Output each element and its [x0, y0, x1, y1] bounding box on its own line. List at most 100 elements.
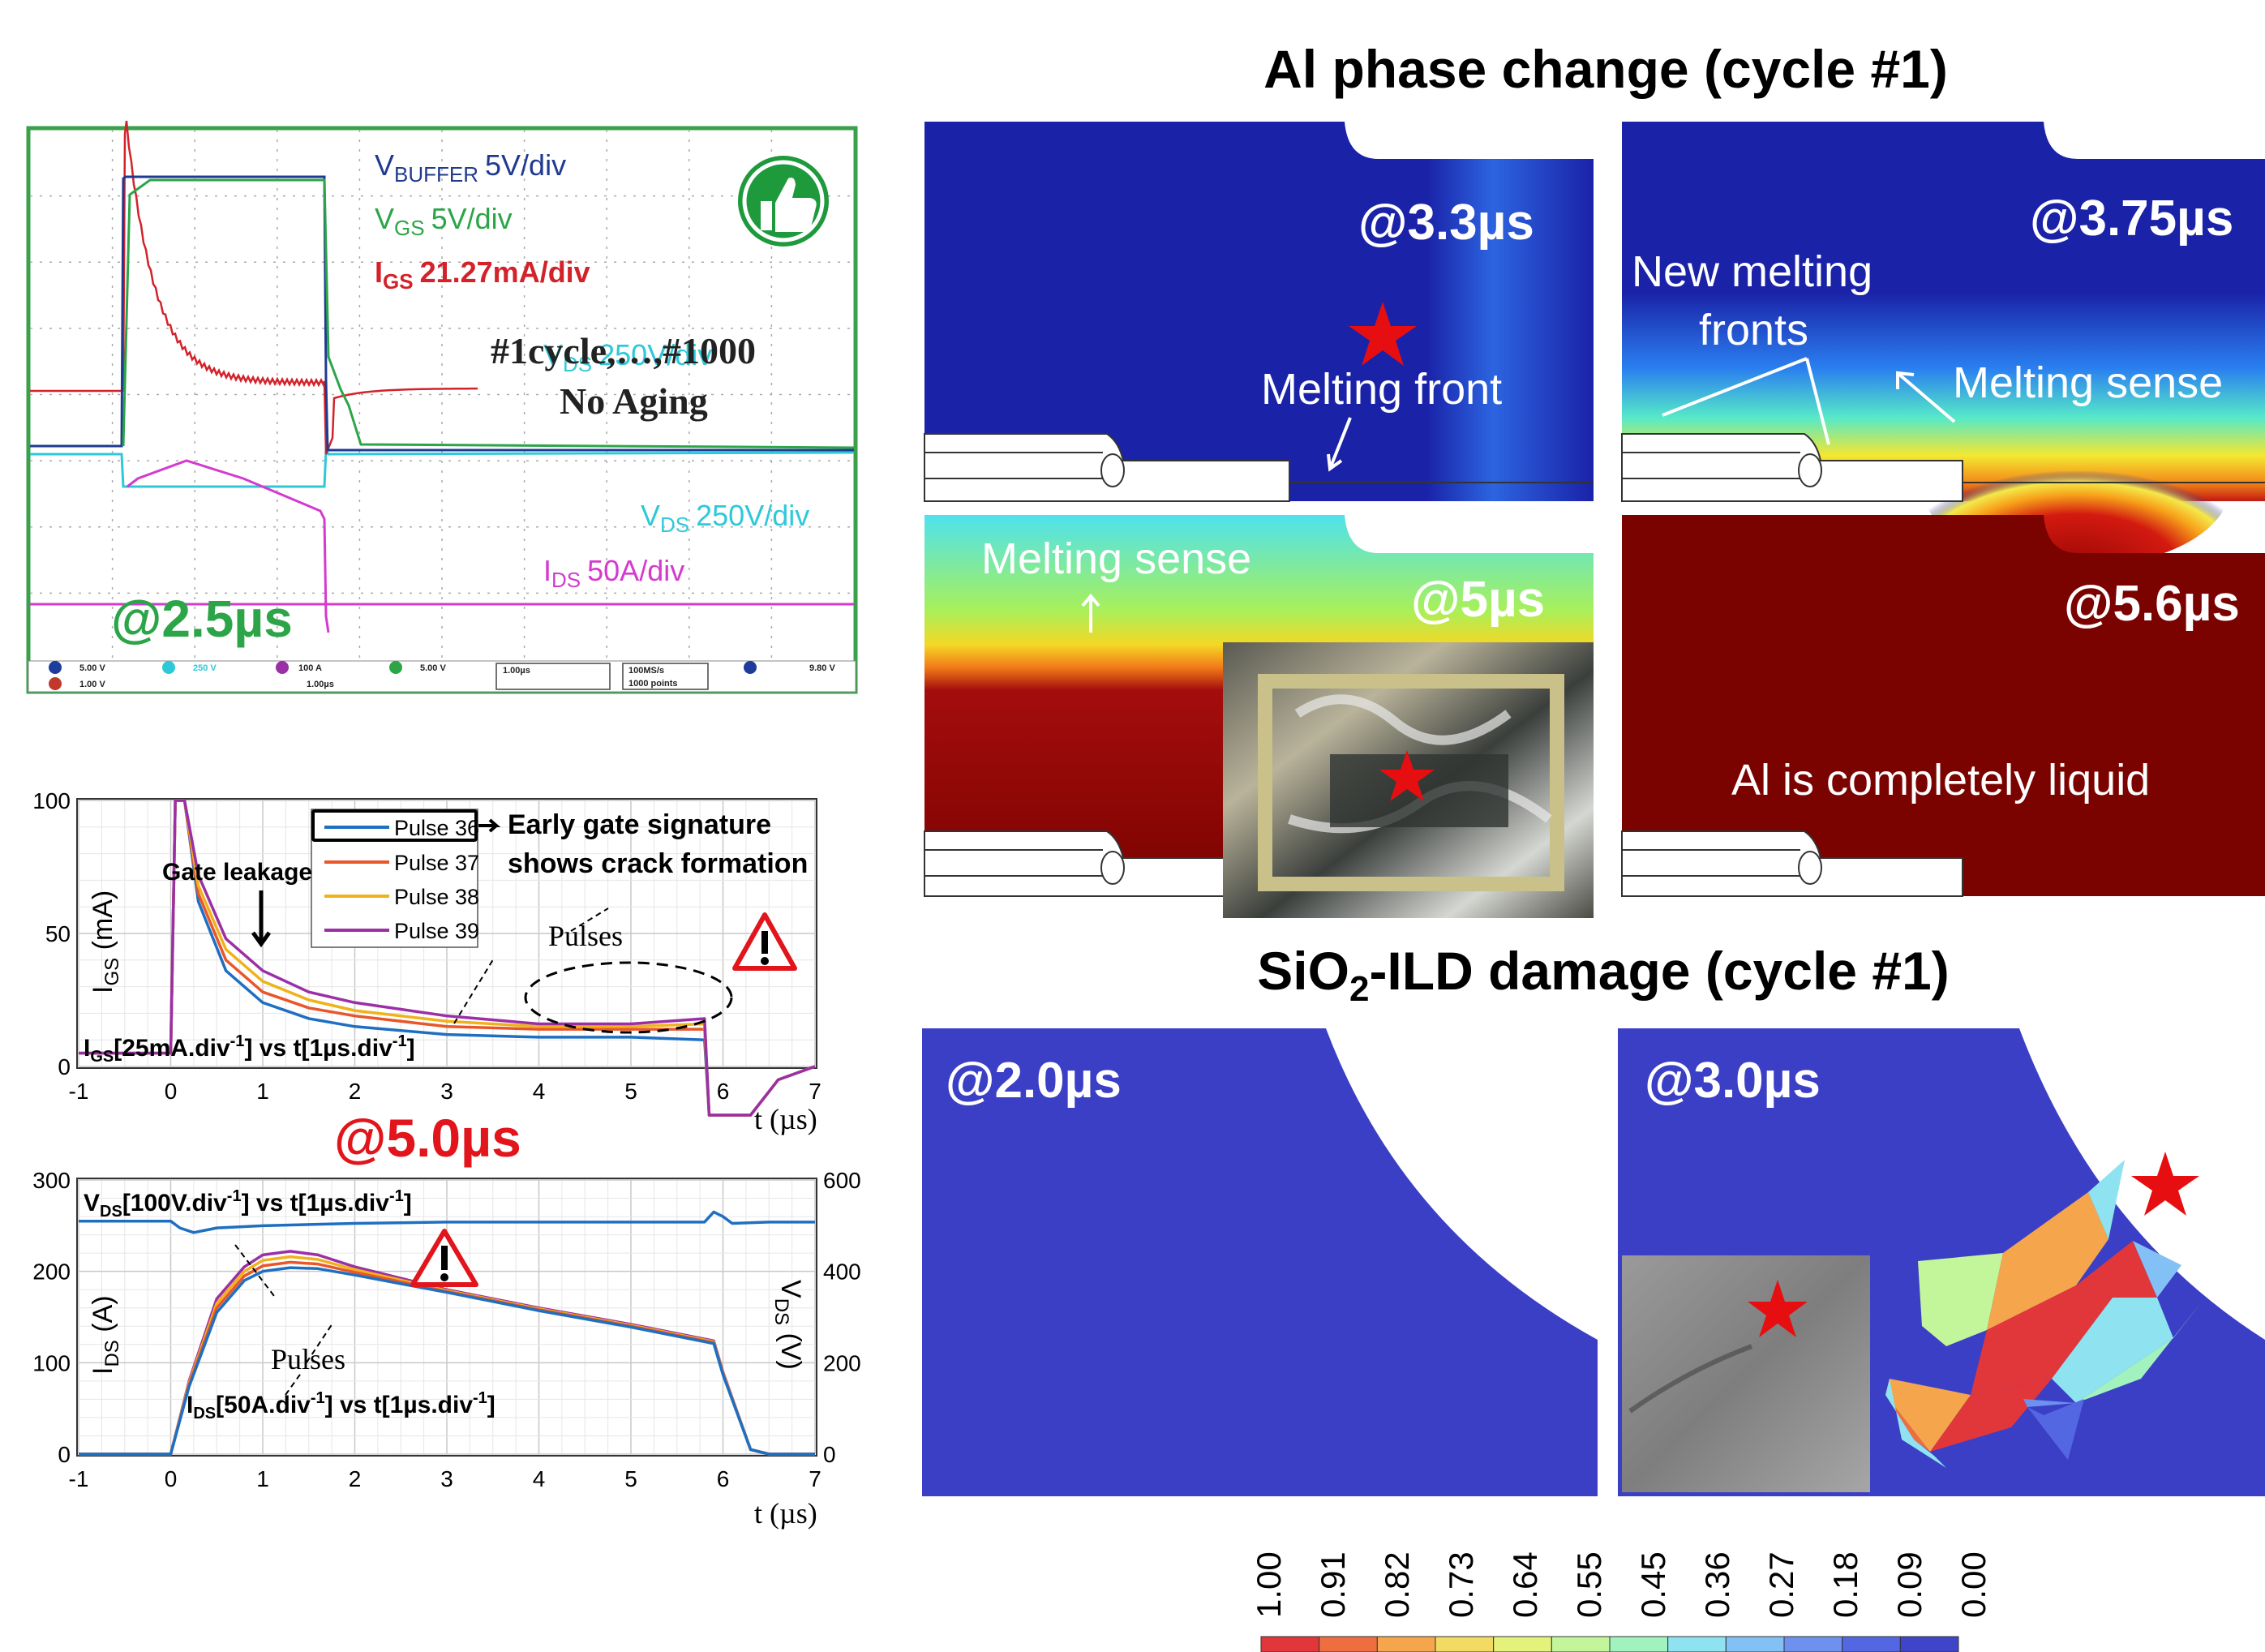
sim-frame-5us: Melting sense @5µs — [924, 515, 1594, 918]
colorbar-swatch — [1667, 1636, 1727, 1652]
vds-trace — [30, 445, 855, 488]
gate-xlabel: t (µs) — [754, 1103, 817, 1135]
legend-pulse-37: Pulse 37 — [394, 851, 479, 875]
y-right-tick-label: 200 — [823, 1350, 861, 1375]
sio2-frame-2us: @2.0µs — [922, 1028, 1598, 1496]
gate-pulses-label: Pulses — [548, 920, 623, 952]
oscilloscope-panel: 5.00 V 250 V 100 A 5.00 V 1.00 V 1.00µs … — [26, 120, 858, 694]
math-dot — [49, 677, 62, 690]
y-tick-label: 300 — [32, 1168, 71, 1193]
channel-2-dot — [162, 661, 175, 674]
x-tick-label: 5 — [624, 1466, 637, 1491]
sio2-damage-panel: SiO2-ILD damage (cycle #1) @2.0µs @3.0µs — [922, 941, 2265, 1496]
colorbar-tick-label: 0.18 — [1826, 1551, 1864, 1618]
y-right-tick-label: 0 — [823, 1442, 836, 1467]
al-panel-title: Al phase change (cycle #1) — [1263, 39, 1948, 99]
series-line — [79, 1210, 815, 1234]
y-right-tick-label: 600 — [823, 1168, 861, 1193]
time-3us: @3.0µs — [1645, 1053, 1821, 1109]
cycles-label: #1cycle,…,#1000 — [491, 330, 756, 371]
x-tick-label: 4 — [533, 1466, 546, 1491]
damage-mesh — [1885, 1160, 2202, 1468]
x-tick-label: 6 — [717, 1079, 730, 1104]
vbuffer-trace — [30, 175, 854, 452]
sio2-panel-title: SiO2-ILD damage (cycle #1) — [1257, 941, 1949, 1009]
y-tick-label: 200 — [32, 1259, 71, 1285]
x-tick-label: 7 — [809, 1466, 821, 1491]
status-ch4: 5.00 V — [420, 663, 446, 673]
status-ch3: 100 A — [298, 663, 322, 673]
colorbar-swatches — [1260, 1636, 1959, 1652]
warning-icon-drain — [410, 1229, 478, 1287]
sio2-frame-3us: @3.0µs — [1618, 1028, 2265, 1496]
colorbar-ticks: 1.00 0.91 0.82 0.73 0.64 0.55 0.45 0.36 0.27 0.18… — [1250, 1551, 1993, 1618]
ids-label: IDS 50A/div — [543, 554, 684, 592]
liquid-label: Al is completely liquid — [1731, 756, 2150, 805]
sim-frame-3-75us: @3.75µs New melting fronts Melting sense — [1621, 122, 2265, 568]
drain-series — [79, 1210, 815, 1456]
drain-pulses-pointers — [234, 1244, 333, 1396]
trigger-dot — [744, 661, 757, 674]
vbuffer-label: VBUFFER 5V/div — [375, 148, 566, 187]
colorbar-swatch — [1435, 1636, 1495, 1652]
gate-legend-box — [311, 809, 478, 948]
colorbar-tick-label: 0.64 — [1506, 1551, 1544, 1618]
series-line — [79, 799, 816, 1117]
ids-caption: IDS[50A.div-1] vs t[1µs.div-1] — [187, 1389, 495, 1422]
status-timebase: 1.00µs — [503, 666, 530, 676]
status-points: 1000 points — [628, 679, 678, 689]
aging-label: No Aging — [560, 380, 708, 422]
colorbar-swatch — [1783, 1636, 1843, 1652]
drain-time-tag: @5.0µs — [334, 1108, 521, 1168]
star-icon-mesh — [2131, 1152, 2199, 1216]
colorbar-tick-label: 0.45 — [1634, 1551, 1672, 1618]
vds-label: VDS 250V/div — [543, 338, 712, 376]
colorbar-tick-label: 0.55 — [1570, 1551, 1608, 1618]
drain-ylabel-left: IDS (A) — [88, 1295, 123, 1375]
channel-3-dot — [276, 661, 289, 674]
sim-frame-5-6us: @5.6µs Al is completely liquid — [1621, 515, 2265, 897]
colorbar-swatch — [1376, 1636, 1436, 1652]
status-trigger: 9.80 V — [809, 663, 835, 673]
drain-xlabel: t (µs) — [754, 1497, 817, 1530]
gate-leakage-label: Gate leakage — [162, 859, 312, 886]
new-fronts-arrows — [1662, 357, 1830, 445]
channel-1-dot — [49, 661, 62, 674]
scope-legend: VBUFFER 5V/div VGS 5V/div IGS 21.27mA/div V… — [375, 148, 712, 376]
x-tick-label: 6 — [717, 1466, 730, 1491]
status-sample: 100MS/s — [628, 666, 664, 676]
melting-sense-label-1: Melting sense — [1953, 358, 2223, 407]
gate-ylabel: IGS (mA) — [88, 890, 123, 993]
y-right-tick-label: 400 — [823, 1259, 861, 1285]
gate-series — [79, 799, 816, 1117]
colorbar-tick-label: 1.00 — [1250, 1551, 1288, 1618]
colorbar-tick-label: 0.91 — [1314, 1551, 1352, 1618]
status-math-time: 1.00µs — [307, 680, 334, 689]
colorbar-tick-label: 0.73 — [1442, 1551, 1480, 1618]
star-icon-1 — [1349, 302, 1417, 366]
x-tick-label: -1 — [69, 1466, 89, 1491]
early-signature-line2: shows crack formation — [508, 848, 808, 879]
ids-trace — [127, 459, 330, 633]
gate-pulses-pointers — [453, 908, 609, 1024]
gate-legend: Pulse 36 Pulse 37 Pulse 38 Pulse 39 — [311, 809, 479, 948]
timebase-box — [495, 663, 611, 690]
igs-trace — [30, 120, 478, 455]
al-phase-panel: Al phase change (cycle #1) @3.3µs Meltin… — [924, 39, 2265, 918]
new-fronts-line1: New melting — [1632, 247, 1872, 296]
star-icon-sem — [1748, 1280, 1808, 1337]
colorbar-tick-label: 0.27 — [1762, 1551, 1800, 1618]
sem-inset — [1622, 1255, 1870, 1492]
colorbar-swatch — [1899, 1636, 1959, 1652]
x-tick-label: 0 — [165, 1079, 178, 1104]
colorbar-tick-label: 0.82 — [1378, 1551, 1416, 1618]
x-tick-label: 4 — [533, 1079, 546, 1104]
status-ch1: 5.00 V — [79, 663, 105, 673]
legend-arrow — [478, 818, 501, 833]
colorbar-swatch — [1725, 1636, 1785, 1652]
y-tick-label: 100 — [32, 788, 71, 813]
time-3-3us: @3.3µs — [1358, 195, 1534, 251]
